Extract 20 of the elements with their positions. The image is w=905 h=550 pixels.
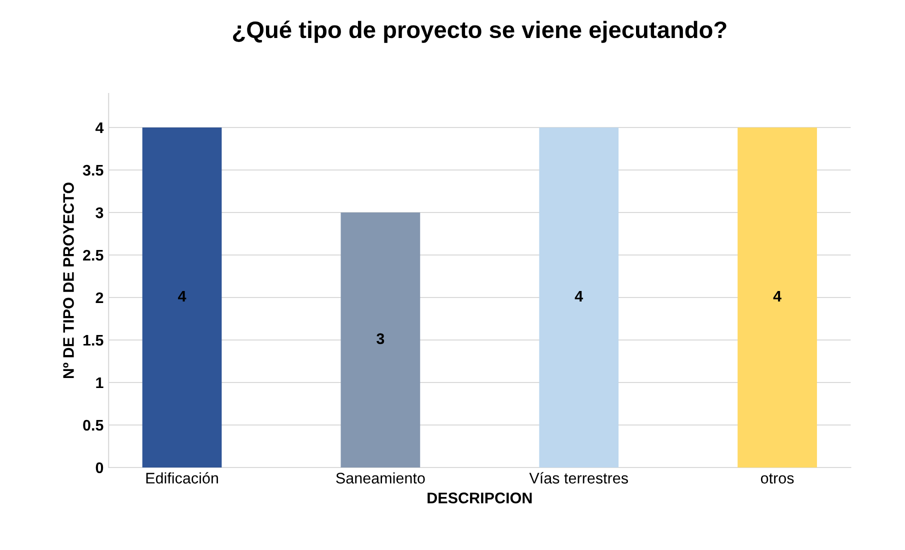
y-tick-label: 2.5 [83, 250, 104, 261]
y-tick-label: 3 [96, 207, 104, 218]
x-tick-label: otros [760, 474, 794, 484]
x-axis-title: DESCRIPCION [428, 492, 532, 504]
y-tick-label: 0.5 [83, 420, 104, 431]
chart-title: ¿Qué tipo de proyecto se viene ejecutando? [233, 20, 726, 43]
y-axis-title: Nº DE TIPO DE PROYECTO [63, 182, 74, 378]
data-label: 3 [376, 333, 384, 344]
x-tick-label: Saneamiento [336, 472, 425, 484]
y-tick-label: 2 [96, 292, 104, 304]
y-tick-label: 4 [95, 122, 104, 134]
y-tick-label: 1.5 [83, 335, 104, 346]
x-tick-label: Edificación [146, 472, 218, 484]
y-tick-label: 3.5 [82, 164, 104, 176]
x-tick-label: Vías terrestres [529, 472, 628, 484]
data-label: 4 [574, 290, 584, 302]
data-label: 4 [178, 290, 186, 302]
y-tick-label: 1 [96, 378, 104, 388]
data-label: 4 [773, 290, 782, 302]
y-tick-label: 0 [96, 462, 104, 474]
